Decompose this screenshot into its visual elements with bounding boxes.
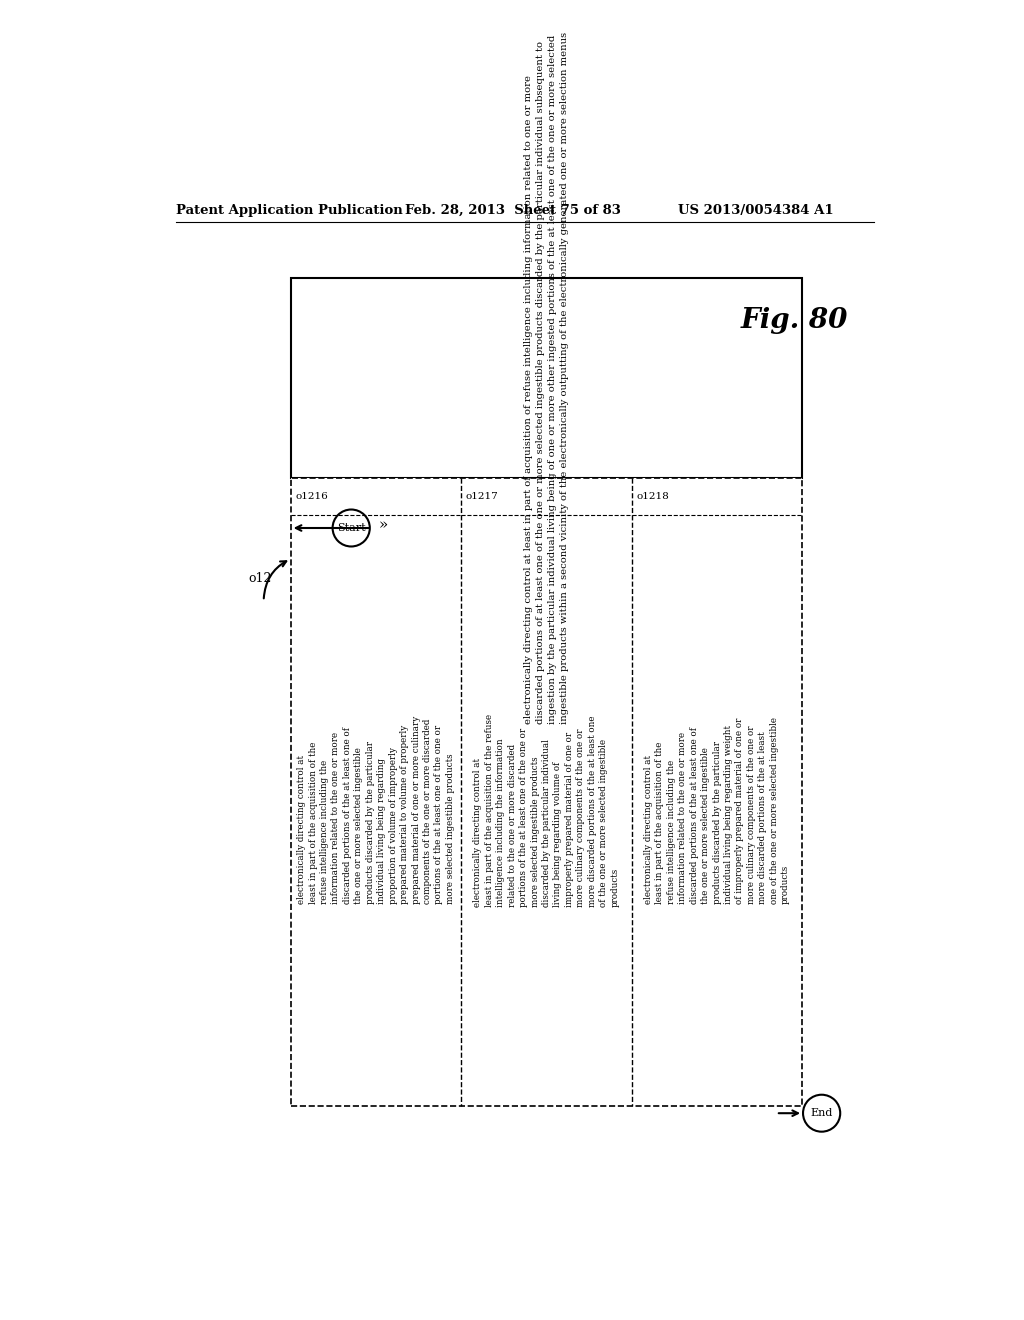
Text: electronically directing control at least in part of acquisition of refuse intel: electronically directing control at leas…	[524, 32, 568, 723]
Text: Patent Application Publication: Patent Application Publication	[176, 205, 402, 218]
Text: o1218: o1218	[636, 492, 669, 500]
Text: Feb. 28, 2013  Sheet 75 of 83: Feb. 28, 2013 Sheet 75 of 83	[406, 205, 622, 218]
Text: electronically directing control at
least in part of the acquisition of the
refu: electronically directing control at leas…	[297, 715, 455, 904]
Bar	[291, 277, 802, 478]
Text: Fig. 80: Fig. 80	[740, 306, 848, 334]
Text: US 2013/0054384 A1: US 2013/0054384 A1	[678, 205, 834, 218]
Text: o12: o12	[248, 572, 271, 585]
Text: Start: Start	[337, 523, 366, 533]
Text: »: »	[379, 517, 388, 532]
Text: End: End	[810, 1109, 833, 1118]
Bar	[291, 478, 802, 1106]
Text: o1216: o1216	[295, 492, 328, 500]
Text: electronically directing control at
least in part of the acquisition of the refu: electronically directing control at leas…	[473, 714, 620, 907]
Text: electronically directing control at
least in part of the acquisition of the
refu: electronically directing control at leas…	[644, 717, 791, 904]
Text: o1217: o1217	[466, 492, 499, 500]
